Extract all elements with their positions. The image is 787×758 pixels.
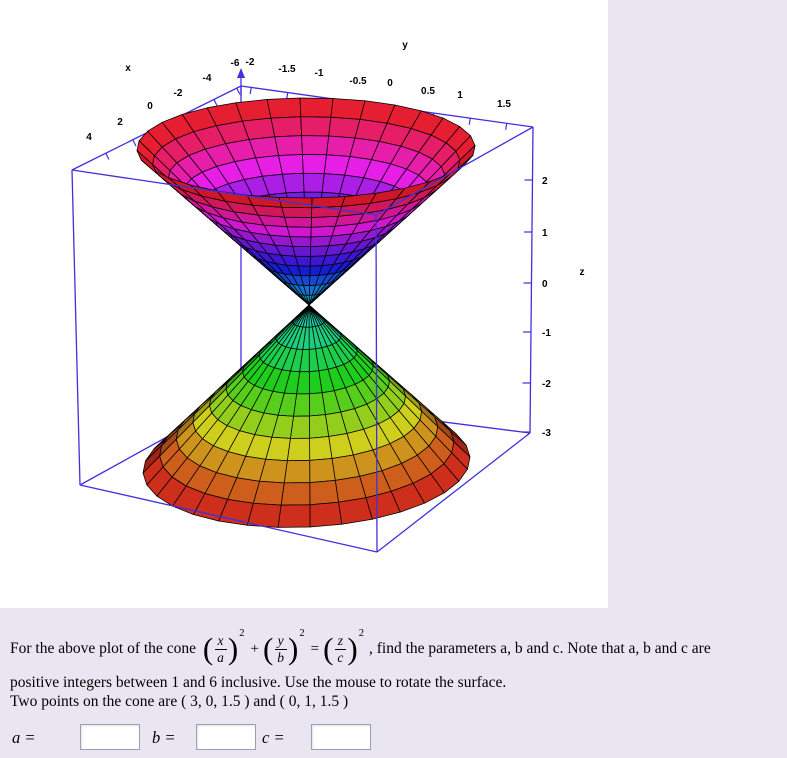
- y-axis-tick-label: 1.5: [497, 99, 511, 110]
- bounding-box-front: [71, 126, 534, 553]
- x-axis-tick-label: -2: [174, 88, 183, 99]
- formula-exponent: 2: [358, 628, 364, 639]
- left-paren: (: [323, 631, 334, 666]
- answer-label-c: c =: [262, 728, 285, 747]
- formula-den-a: a: [217, 649, 224, 665]
- z-axis-tick-label: 2: [542, 176, 548, 187]
- answer-input-c[interactable]: [311, 724, 371, 750]
- answer-label-a: a =: [12, 728, 36, 747]
- question-line-3: Two points on the cone are ( 3, 0, 1.5 )…: [10, 693, 349, 710]
- formula-den-b: b: [277, 649, 285, 665]
- axis-labels: 4 2 0 -2 -4 -6 -2 -1.5 -1 -0.5 0 0.5 1 1.5 2 1 0 -1 -2 -3 x y…: [86, 40, 584, 439]
- y-axis-tick-label: -1.5: [278, 64, 296, 75]
- right-paren: ): [227, 631, 239, 666]
- formula-exponent: 2: [299, 628, 305, 639]
- cone-3d-plot[interactable]: 4 2 0 -2 -4 -6 -2 -1.5 -1 -0.5 0 0.5 1 1.5 2 1 0 -1 -2 -3 x y…: [0, 0, 608, 608]
- lower-cone-surface[interactable]: [142, 304, 471, 528]
- plus-sign: +: [250, 640, 259, 657]
- y-axis-tick-label: 1: [457, 90, 463, 101]
- z-axis-tick-label: -1: [542, 328, 551, 339]
- answer-input-b[interactable]: [196, 724, 256, 750]
- y-axis-tick-label: -2: [246, 57, 255, 68]
- y-axis-tick-label: -0.5: [349, 76, 367, 87]
- x-axis-tick-label: -6: [231, 58, 240, 69]
- y-axis-tick-label: 0: [387, 78, 393, 89]
- answer-input-a[interactable]: [80, 724, 140, 750]
- z-axis-letter: z: [580, 267, 585, 278]
- question-line-2: positive integers between 1 and 6 inclus…: [10, 674, 507, 691]
- upper-cone-surface[interactable]: [136, 97, 476, 306]
- z-axis-tick-label: 0: [542, 279, 548, 290]
- left-paren: (: [202, 631, 214, 666]
- surface-plot-area[interactable]: 4 2 0 -2 -4 -6 -2 -1.5 -1 -0.5 0 0.5 1 1.5 2 1 0 -1 -2 -3 x y…: [0, 0, 608, 608]
- formula-exponent: 2: [239, 628, 245, 639]
- equals-sign: =: [310, 640, 320, 657]
- z-axis-tick-label: -2: [542, 379, 551, 390]
- formula-den-c: c: [337, 649, 344, 665]
- z-axis-tick-label: 1: [542, 228, 548, 239]
- x-axis-tick-label: 2: [117, 117, 123, 128]
- x-axis-tick-label: -4: [203, 73, 212, 84]
- right-paren: ): [347, 631, 358, 666]
- answer-label-b: b =: [152, 728, 176, 747]
- answer-row: a = b = c =: [0, 724, 600, 752]
- formula-num-x: x: [214, 633, 227, 650]
- x-axis-letter: x: [125, 63, 131, 74]
- y-axis-tick-label: 0.5: [421, 86, 435, 97]
- formula-num-y: y: [274, 633, 287, 650]
- cone-equation: (x a) 2 +(y b) 2 =(z c) 2: [203, 627, 366, 671]
- y-axis-tick-label: -1: [315, 68, 324, 79]
- question-line1-post: , find the parameters a, b and c. Note t…: [368, 640, 711, 657]
- x-axis-tick-label: 0: [147, 101, 153, 112]
- formula-num-z: z: [334, 633, 347, 650]
- y-axis-letter: y: [402, 40, 408, 51]
- left-paren: (: [262, 631, 274, 666]
- question-line-1: For the above plot of the cone (x a) 2 +(y b…: [10, 627, 711, 671]
- x-axis-tick-label: 4: [86, 132, 92, 143]
- right-paren: ): [288, 631, 299, 666]
- z-axis-tick-label: -3: [542, 428, 551, 439]
- question-line1-pre: For the above plot of the cone: [10, 640, 200, 657]
